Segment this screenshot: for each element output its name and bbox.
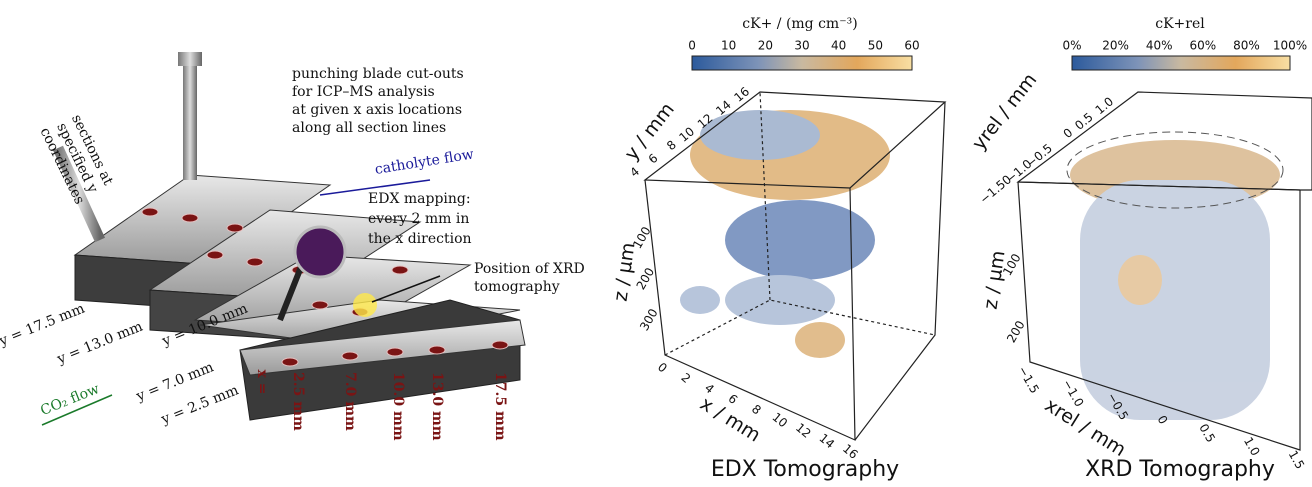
colorbar (1072, 56, 1290, 70)
figure: cK+ / (mg cm⁻³) cK+rel y / mm z / μm x /… (0, 0, 1312, 487)
tick-label: 6 (646, 151, 661, 167)
note-line: along all section lines (292, 120, 446, 136)
note-line: tomography (474, 279, 560, 295)
colorbar-tick: 20 (758, 39, 773, 53)
tick-label: 8 (749, 402, 764, 418)
note-line: for ICP–MS analysis (292, 84, 435, 100)
x-label: 10.0 mm (390, 372, 406, 441)
colorbar-tick: 60% (1189, 39, 1216, 53)
note-line: Position of XRD (474, 261, 585, 277)
note-line: punching blade cut-outs (292, 66, 464, 82)
colorbar-tick: 10 (721, 39, 736, 53)
flow-label: catholyte flow (374, 146, 475, 177)
colorbar-label: cK+ / (mg cm⁻³) (742, 16, 857, 32)
tick-label: 0.5 (1196, 421, 1218, 445)
tick-label: 200 (634, 265, 658, 292)
colorbar-tick: 0% (1062, 39, 1081, 53)
panel-title: EDX Tomography (711, 457, 899, 482)
note-line: every 2 mm in (368, 211, 469, 227)
tick-label: 200 (1004, 318, 1028, 345)
colorbar (692, 56, 912, 70)
colorbar-tick: 60 (904, 39, 919, 53)
x-label: 13.0 mm (429, 372, 445, 441)
x-label: 7.0 mm (342, 372, 358, 431)
colorbar-tick: 0 (688, 39, 696, 53)
colorbar-label: cK+rel (1155, 16, 1205, 32)
tick-label: 4 (627, 164, 642, 180)
colorbar-tick: 100% (1273, 39, 1307, 53)
panel-title: XRD Tomography (1085, 457, 1275, 482)
colorbar-tick: 40% (1146, 39, 1173, 53)
tick-label: 8 (664, 138, 679, 154)
note-line: at given x axis locations (292, 102, 462, 118)
colorbar-tick: 30 (794, 39, 809, 53)
colorbar-tick: 50 (868, 39, 883, 53)
x-prefix: x = (254, 370, 270, 395)
tick-label: 2 (678, 370, 693, 386)
tick-label: 12 (793, 420, 814, 441)
y-label: y = 17.5 mm (0, 301, 87, 350)
tick-label: 1.0 (1241, 435, 1263, 459)
x-label: 2.5 mm (290, 372, 306, 431)
tick-label: 0 (655, 360, 670, 376)
tick-label: 16 (731, 84, 752, 105)
tick-label: 4 (702, 381, 717, 397)
tick-label: 0 (1061, 125, 1076, 141)
axis-label: z / μm (610, 241, 640, 303)
y-label: y = 13.0 mm (54, 319, 145, 368)
tick-label: 14 (816, 431, 837, 452)
x-label: 17.5 mm (492, 372, 508, 441)
colorbar-tick: 40 (831, 39, 846, 53)
tick-label: 10 (769, 410, 790, 431)
tick-label: 1.0 (1093, 94, 1117, 117)
note-line: EDX mapping: (368, 191, 471, 207)
colorbar-tick: 80% (1233, 39, 1260, 53)
tick-label: −1.5 (1015, 364, 1042, 396)
axis-label: z / μm (980, 249, 1010, 311)
note-line: the x direction (368, 231, 472, 247)
colorbar-tick: 20% (1102, 39, 1129, 53)
tick-label: 1.5 (1286, 448, 1308, 472)
axis-label: yrel / mm (968, 69, 1041, 154)
tick-label: 300 (637, 306, 661, 333)
tick-label: 0.5 (1072, 110, 1096, 133)
xrd-volume (1070, 140, 1280, 420)
edx-volume (680, 110, 890, 358)
